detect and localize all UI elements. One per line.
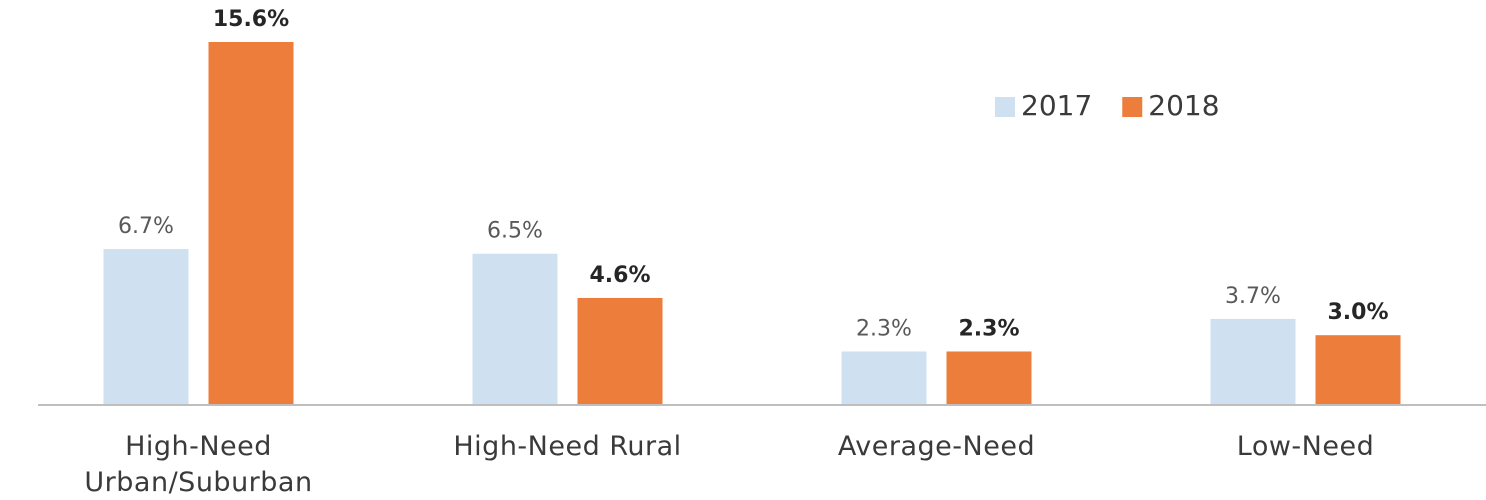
x-tick-label: Low-Need (1236, 431, 1375, 462)
legend-label: 2018 (1148, 89, 1219, 122)
legend-label: 2017 (1021, 89, 1092, 122)
bar (1315, 335, 1401, 405)
x-tick-label: Average-Need (837, 431, 1036, 462)
legend-swatch (1122, 97, 1143, 117)
data-label: 3.7% (1225, 284, 1281, 309)
bar (208, 41, 294, 405)
data-label: 3.0% (1327, 300, 1388, 325)
data-label: 6.7% (118, 214, 174, 239)
bar (472, 253, 558, 405)
bar (946, 351, 1032, 405)
data-label: 15.6% (213, 7, 289, 32)
data-label: 2.3% (958, 316, 1019, 341)
bar (841, 351, 927, 405)
bar (1210, 318, 1296, 405)
x-tick-label: High-Need Rural (453, 431, 682, 462)
x-tick-label: High-Need Urban/Suburban (84, 431, 313, 498)
bar (577, 297, 663, 405)
data-label: 4.6% (589, 263, 650, 288)
data-label: 2.3% (856, 316, 912, 341)
legend-swatch (995, 97, 1015, 117)
bar (103, 249, 189, 405)
data-label: 6.5% (487, 219, 543, 244)
